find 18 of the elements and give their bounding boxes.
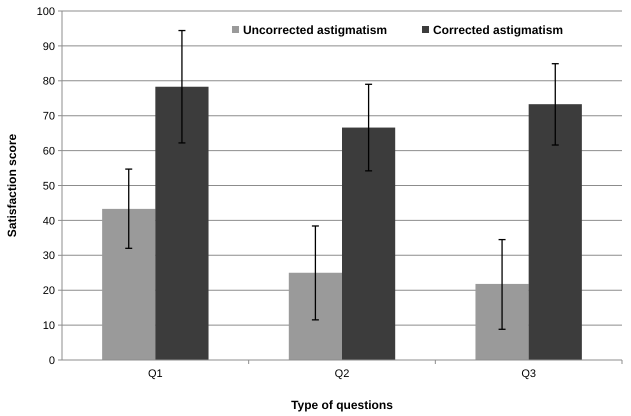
- y-tick-label: 50: [42, 180, 55, 192]
- legend-label: Uncorrected astigmatism: [243, 23, 388, 38]
- x-tick-label: Q3: [521, 368, 536, 380]
- x-tick-label: Q1: [148, 368, 163, 380]
- y-tick-label: 30: [42, 250, 55, 262]
- legend-label: Corrected astigmatism: [433, 23, 564, 38]
- y-tick-label: 0: [48, 354, 55, 367]
- x-tick-label: Q2: [334, 368, 350, 380]
- y-tick-label: 80: [42, 76, 55, 88]
- y-tick-label: 100: [36, 6, 55, 18]
- y-tick-label: 90: [42, 40, 55, 53]
- y-tick-label: 70: [42, 110, 55, 123]
- y-tick-label: 60: [42, 145, 55, 158]
- x-axis-title: Type of questions: [291, 398, 394, 412]
- y-tick-label: 40: [42, 215, 55, 228]
- y-tick-label: 10: [42, 320, 55, 332]
- y-axis-title: Satisfaction score: [5, 133, 19, 238]
- y-tick-label: 20: [42, 285, 55, 298]
